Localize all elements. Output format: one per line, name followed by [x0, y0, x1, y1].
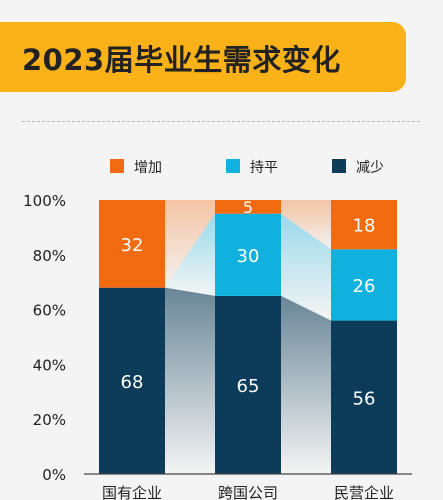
x-tick-label: 国有企业	[102, 484, 162, 500]
bar-segment	[99, 200, 165, 288]
legend-label: 增加	[134, 160, 162, 176]
connector-band-flat	[165, 213, 215, 296]
data-label: 26	[353, 276, 376, 297]
connector-band-increase	[165, 200, 215, 288]
x-tick-label: 跨国公司	[218, 484, 278, 500]
bar-segment	[215, 213, 281, 296]
data-label: 18	[353, 216, 376, 237]
data-label: 30	[237, 246, 260, 267]
legend-swatch	[110, 159, 124, 173]
chart-title: 2023届毕业生需求变化	[22, 43, 341, 77]
y-tick-label: 40%	[33, 356, 66, 374]
y-tick-label: 20%	[33, 411, 66, 429]
legend-swatch	[226, 159, 240, 173]
connector-band-flat	[281, 213, 331, 321]
bar-segment	[331, 200, 397, 250]
data-label: 32	[121, 235, 144, 256]
legend-label: 持平	[250, 160, 278, 176]
y-tick-label: 100%	[23, 192, 66, 210]
connector-band-decrease	[165, 287, 215, 474]
bar-segment	[215, 295, 281, 474]
bar-segment	[215, 200, 281, 214]
legend-label: 减少	[356, 160, 384, 176]
bar-segment	[331, 320, 397, 474]
y-tick-label: 0%	[42, 466, 66, 484]
data-label: 68	[121, 372, 144, 393]
dashed-divider	[22, 121, 420, 122]
y-tick-label: 60%	[33, 302, 66, 320]
data-label: 56	[353, 388, 376, 409]
bar-segment	[99, 287, 165, 474]
connector-band-increase	[281, 200, 331, 250]
y-tick-label: 80%	[33, 247, 66, 265]
connector-band-decrease	[281, 295, 331, 474]
legend-swatch	[332, 159, 346, 173]
title-banner: 2023届毕业生需求变化	[0, 22, 406, 92]
data-label: 65	[237, 376, 260, 397]
bar-segment	[331, 249, 397, 321]
data-label: 5	[243, 198, 253, 217]
x-tick-label: 民营企业	[334, 484, 394, 500]
